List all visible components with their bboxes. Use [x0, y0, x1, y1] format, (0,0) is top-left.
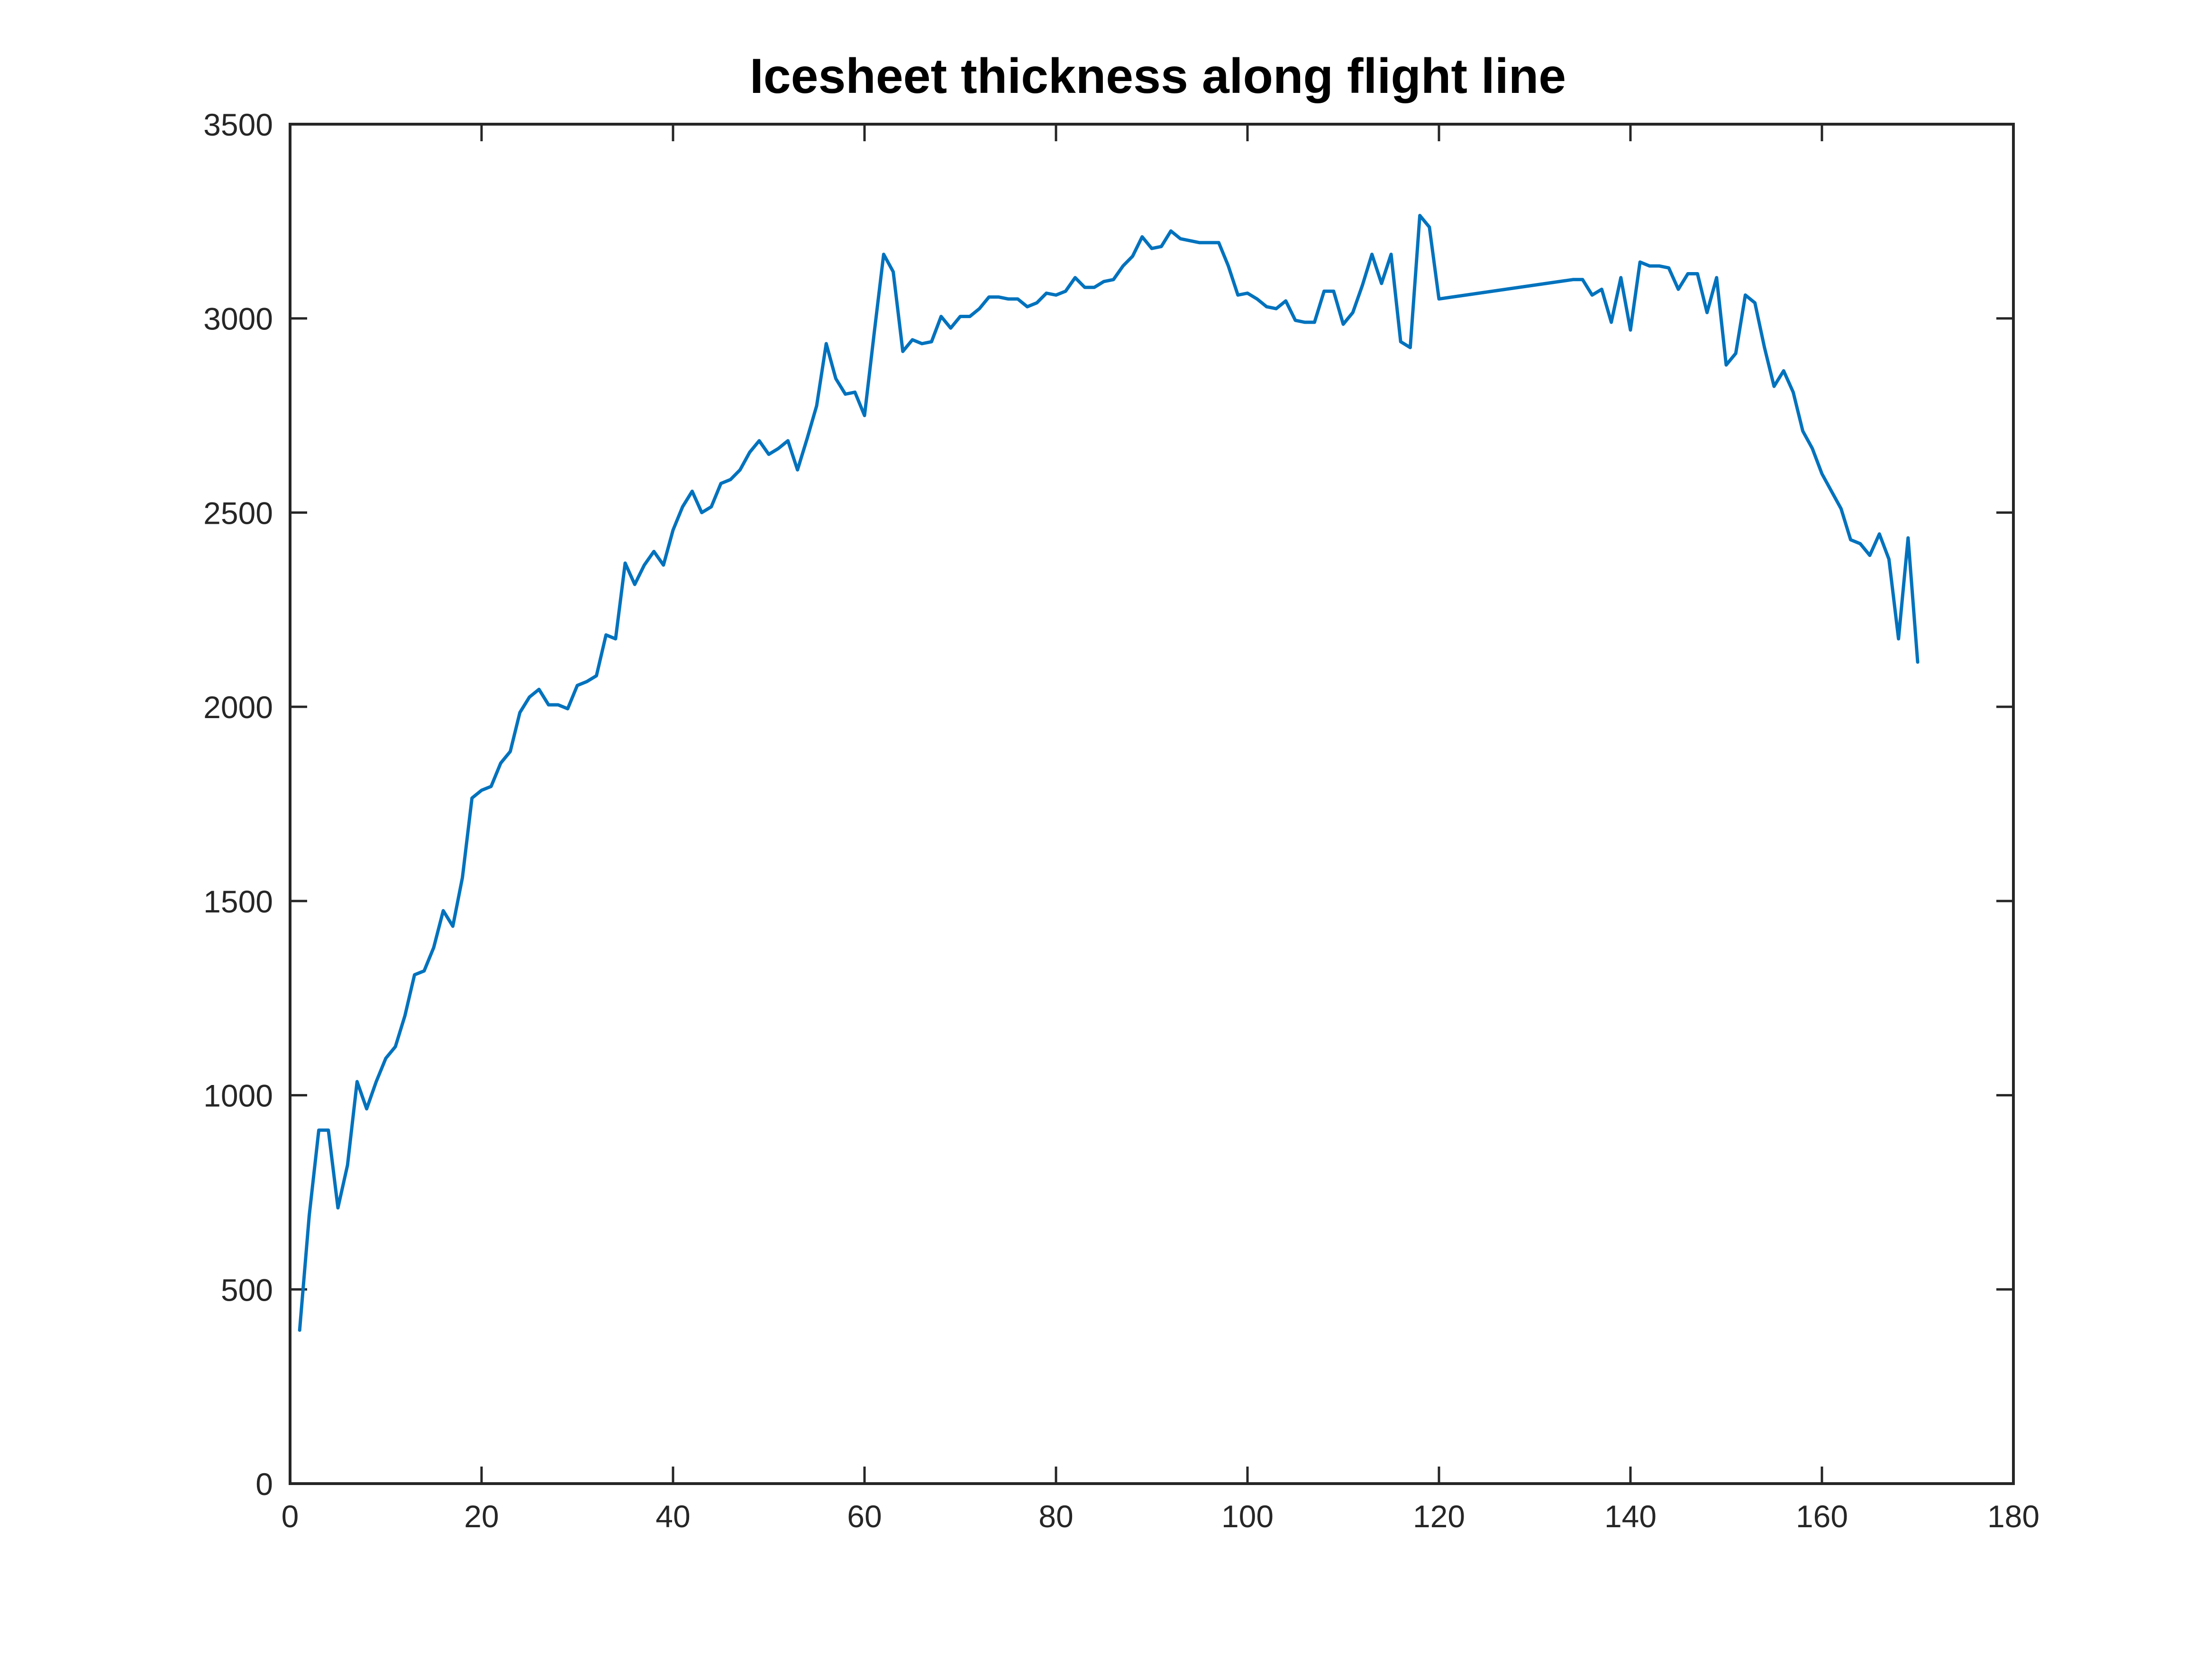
x-tick-label: 60	[847, 1499, 882, 1534]
y-tick-label: 2000	[203, 690, 273, 725]
y-tick-label: 500	[221, 1272, 273, 1307]
y-tick-label: 0	[255, 1467, 273, 1502]
x-tick-label: 120	[1413, 1499, 1465, 1534]
x-tick-label: 160	[1796, 1499, 1848, 1534]
y-tick-label: 3000	[203, 301, 273, 337]
axes-box	[289, 123, 2015, 1485]
x-tick-label: 180	[1987, 1499, 2039, 1534]
x-tick-label: 20	[464, 1499, 499, 1534]
x-tick-label: 100	[1221, 1499, 1274, 1534]
x-tick-label: 40	[655, 1499, 690, 1534]
thickness-line	[298, 214, 1920, 1332]
x-tick-label: 0	[282, 1499, 299, 1534]
plot-area	[290, 124, 2013, 1484]
x-axis-tick-labels: 0 20 40 60 80 100 120 140 160 180	[282, 1499, 2039, 1534]
x-tick-label: 140	[1604, 1499, 1657, 1534]
y-axis-tick-labels: 0 500 1000 1500 2000 2500 3000 3500	[203, 107, 273, 1502]
chart-title: Icesheet thickness along flight line	[750, 49, 1566, 104]
y-tick-label: 1500	[203, 884, 273, 919]
y-tick-label: 1000	[203, 1078, 273, 1113]
y-tick-label: 3500	[203, 107, 273, 142]
x-tick-label: 80	[1038, 1499, 1073, 1534]
y-tick-label: 2500	[203, 495, 273, 530]
